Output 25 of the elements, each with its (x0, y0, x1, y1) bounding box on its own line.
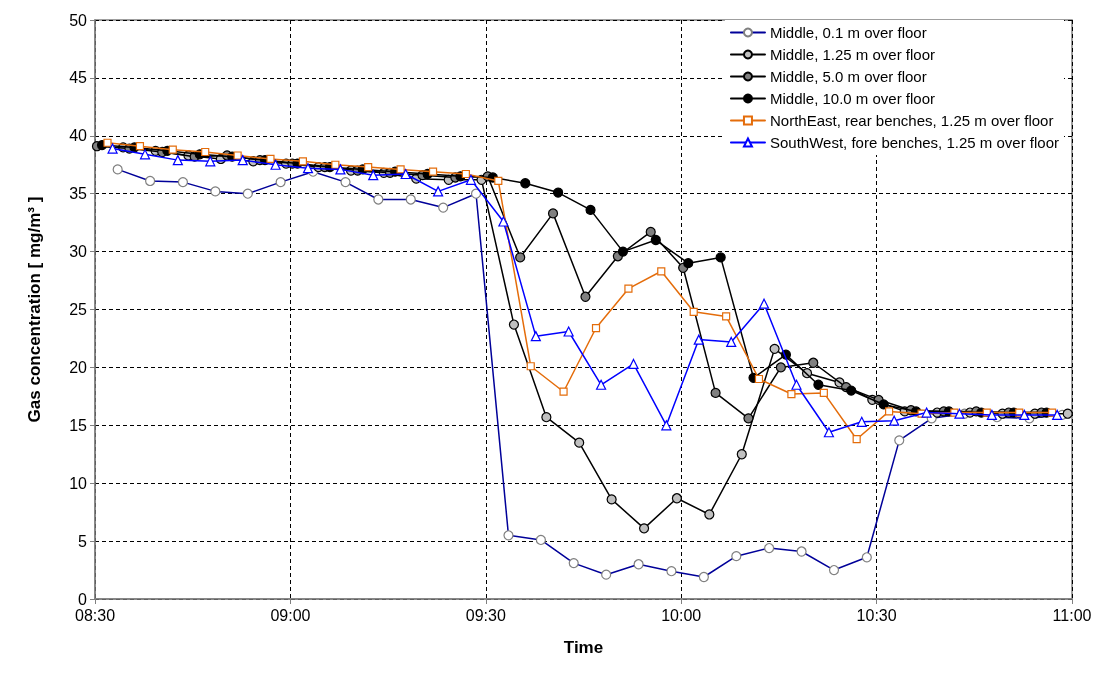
y-tick-label: 15 (69, 416, 88, 434)
x-tick-label: 09:30 (465, 606, 506, 624)
y-tick-label: 0 (78, 590, 88, 608)
x-tick-label: 08:30 (74, 606, 116, 624)
x-axis-title: Time (563, 638, 604, 657)
x-tick-label: 10:30 (856, 606, 897, 624)
x-tick-label: 11:00 (1052, 606, 1092, 624)
y-tick-label: 20 (69, 358, 88, 376)
legend-label: Middle, 5.0 m over floor (769, 68, 927, 85)
y-tick-label: 10 (69, 474, 88, 492)
y-tick-label: 40 (69, 127, 88, 145)
y-tick-label: 5 (78, 532, 88, 550)
x-tick-label: 10:00 (661, 606, 702, 624)
y-axis-title: Gas concentration [ mg/m³ ] (25, 196, 44, 423)
legend-label: Middle, 0.1 m over floor (769, 24, 927, 41)
y-tick-label: 35 (69, 185, 88, 203)
x-tick-label: 09:00 (270, 606, 311, 624)
y-tick-label: 25 (69, 301, 88, 318)
legend-label: Middle, 10.0 m over floor (769, 90, 936, 107)
y-tick-label: 45 (69, 69, 88, 87)
y-tick-label: 50 (69, 11, 88, 29)
y-tick-label: 30 (69, 243, 88, 261)
legend-label: SouthWest, fore benches, 1.25 m over floor (769, 134, 1059, 151)
legend-label: Middle, 1.25 m over floor (769, 46, 936, 63)
legend-label: NorthEast, rear benches, 1.25 m over floor (769, 112, 1054, 129)
